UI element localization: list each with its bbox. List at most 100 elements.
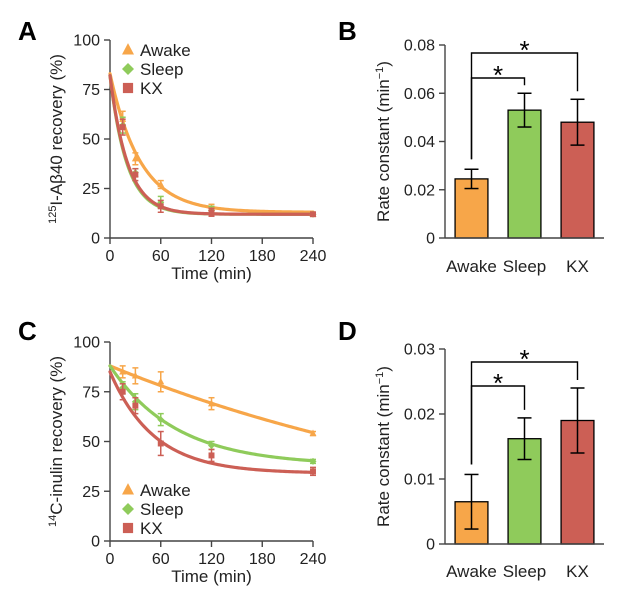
significance-bracket bbox=[470, 361, 579, 465]
x-tick-label: 240 bbox=[300, 551, 327, 568]
y-tick-label: 25 bbox=[82, 484, 100, 501]
x-axis-title: Time (min) bbox=[171, 567, 252, 586]
panel-a-line-chart: 0 25 50 75 100 0 60 120 180 240 Time (min) 125I-Aβ4… bbox=[47, 33, 326, 284]
series-line-kx bbox=[108, 370, 315, 474]
y-tick-label: 0.02 bbox=[404, 407, 435, 424]
y-tick-label: 50 bbox=[82, 434, 100, 451]
data-point-sleep bbox=[309, 457, 317, 465]
significance-star: * bbox=[519, 344, 529, 374]
data-point-kx bbox=[119, 124, 126, 131]
data-point-kx bbox=[310, 211, 316, 218]
y-axis-title-close: ) bbox=[374, 366, 393, 372]
significance-star: * bbox=[493, 368, 503, 398]
y-axis-title-text: Rate constant (min bbox=[374, 79, 393, 222]
y-axis-title: Rate constant (min−1) bbox=[374, 366, 393, 527]
y-tick-label: 0.04 bbox=[404, 134, 435, 151]
data-point-kx bbox=[132, 171, 139, 178]
category-label-sleep: Sleep bbox=[503, 257, 546, 276]
legend-marker-sleep bbox=[122, 63, 134, 75]
x-tick-label: 60 bbox=[152, 551, 170, 568]
data-point-awake bbox=[157, 377, 165, 385]
data-point-kx bbox=[119, 388, 126, 395]
legend-label-kx: KX bbox=[140, 79, 163, 98]
data-point-kx bbox=[208, 452, 215, 459]
data-point-awake bbox=[157, 180, 165, 188]
x-tick-label: 60 bbox=[152, 248, 170, 265]
x-tick-label: 180 bbox=[249, 248, 276, 265]
legend-marker-kx bbox=[122, 82, 134, 94]
y-tick-label: 0 bbox=[91, 534, 100, 551]
data-point-kx bbox=[132, 402, 139, 409]
y-tick-label: 25 bbox=[82, 181, 100, 198]
y-tick-label: 0.03 bbox=[404, 342, 435, 359]
data-point-awake bbox=[131, 154, 139, 162]
panel-letter-a: A bbox=[18, 16, 37, 46]
y-tick-label: 100 bbox=[73, 33, 100, 50]
x-tick-label: 240 bbox=[300, 248, 327, 265]
data-point-awake bbox=[309, 429, 317, 437]
legend-marker-kx bbox=[122, 522, 134, 534]
panel-b-bar-chart: 0 0.02 0.04 0.06 0.08 Rate constant (min−1) Aw… bbox=[374, 35, 604, 276]
panel-letter-d: D bbox=[338, 316, 357, 346]
y-tick-label: 0.01 bbox=[404, 472, 435, 489]
data-point-sleep bbox=[157, 416, 165, 424]
x-tick-label: 0 bbox=[106, 248, 115, 265]
category-label-sleep: Sleep bbox=[503, 562, 546, 581]
y-axis-title-superscript: −1 bbox=[374, 67, 386, 80]
panel-letter-b: B bbox=[338, 16, 357, 46]
y-axis-title-text: C-inulin recovery (%) bbox=[47, 356, 66, 515]
x-tick-label: 120 bbox=[198, 248, 225, 265]
y-axis-title: Rate constant (min−1) bbox=[374, 61, 393, 222]
category-label-awake: Awake bbox=[446, 257, 497, 276]
y-axis-title-text: Rate constant (min bbox=[374, 384, 393, 527]
y-tick-label: 50 bbox=[82, 132, 100, 149]
panel-d-bar-chart: 0 0.01 0.02 0.03 Rate constant (min−1) Awake S… bbox=[374, 342, 604, 581]
y-tick-label: 0.06 bbox=[404, 86, 435, 103]
y-tick-label: 0.02 bbox=[404, 182, 435, 199]
category-label-awake: Awake bbox=[446, 562, 497, 581]
data-point-kx bbox=[310, 468, 316, 475]
significance-star: * bbox=[493, 60, 503, 90]
legend-marker-awake bbox=[122, 483, 134, 495]
y-tick-label: 75 bbox=[82, 384, 100, 401]
data-point-kx bbox=[157, 440, 164, 447]
y-tick-label: 75 bbox=[82, 82, 100, 99]
legend-label-kx: KX bbox=[140, 519, 163, 538]
legend-label-sleep: Sleep bbox=[140, 500, 183, 519]
legend-label-awake: Awake bbox=[140, 41, 191, 60]
category-label-kx: KX bbox=[566, 257, 589, 276]
legend-marker-awake bbox=[122, 43, 134, 55]
panel-c-line-chart: 0 25 50 75 100 0 60 120 180 240 Time (min) 14C-inul… bbox=[47, 335, 326, 587]
x-tick-label: 0 bbox=[106, 551, 115, 568]
data-point-awake bbox=[119, 367, 127, 375]
y-tick-label: 0 bbox=[426, 231, 435, 248]
y-axis-title: 14C-inulin recovery (%) bbox=[47, 356, 66, 527]
panel-letter-c: C bbox=[18, 316, 37, 346]
category-label-kx: KX bbox=[566, 562, 589, 581]
significance-bracket bbox=[470, 52, 579, 160]
y-axis-title-superscript: −1 bbox=[374, 372, 386, 385]
legend-label-awake: Awake bbox=[140, 481, 191, 500]
y-tick-label: 0 bbox=[91, 231, 100, 248]
legend-marker-sleep bbox=[122, 503, 134, 515]
data-point-kx bbox=[157, 203, 164, 210]
y-tick-label: 100 bbox=[73, 335, 100, 352]
data-point-awake bbox=[208, 399, 215, 407]
y-tick-label: 0.08 bbox=[404, 38, 435, 55]
data-point-awake bbox=[131, 371, 139, 379]
y-tick-label: 0 bbox=[426, 537, 435, 554]
data-point-sleep bbox=[208, 441, 215, 449]
y-axis-title-close: ) bbox=[374, 61, 393, 67]
x-tick-label: 120 bbox=[198, 551, 225, 568]
significance-star: * bbox=[519, 35, 529, 65]
y-axis-title-superscript: 14 bbox=[47, 515, 59, 527]
legend-label-sleep: Sleep bbox=[140, 60, 183, 79]
x-tick-label: 180 bbox=[249, 551, 276, 568]
y-axis-title-superscript: 125 bbox=[47, 206, 59, 224]
data-point-kx bbox=[208, 209, 215, 216]
x-axis-title: Time (min) bbox=[171, 264, 252, 283]
y-axis-title-text: I-Aβ40 recovery (%) bbox=[47, 54, 66, 205]
bar-sleep bbox=[507, 109, 542, 239]
y-axis-title: 125I-Aβ40 recovery (%) bbox=[47, 54, 66, 224]
